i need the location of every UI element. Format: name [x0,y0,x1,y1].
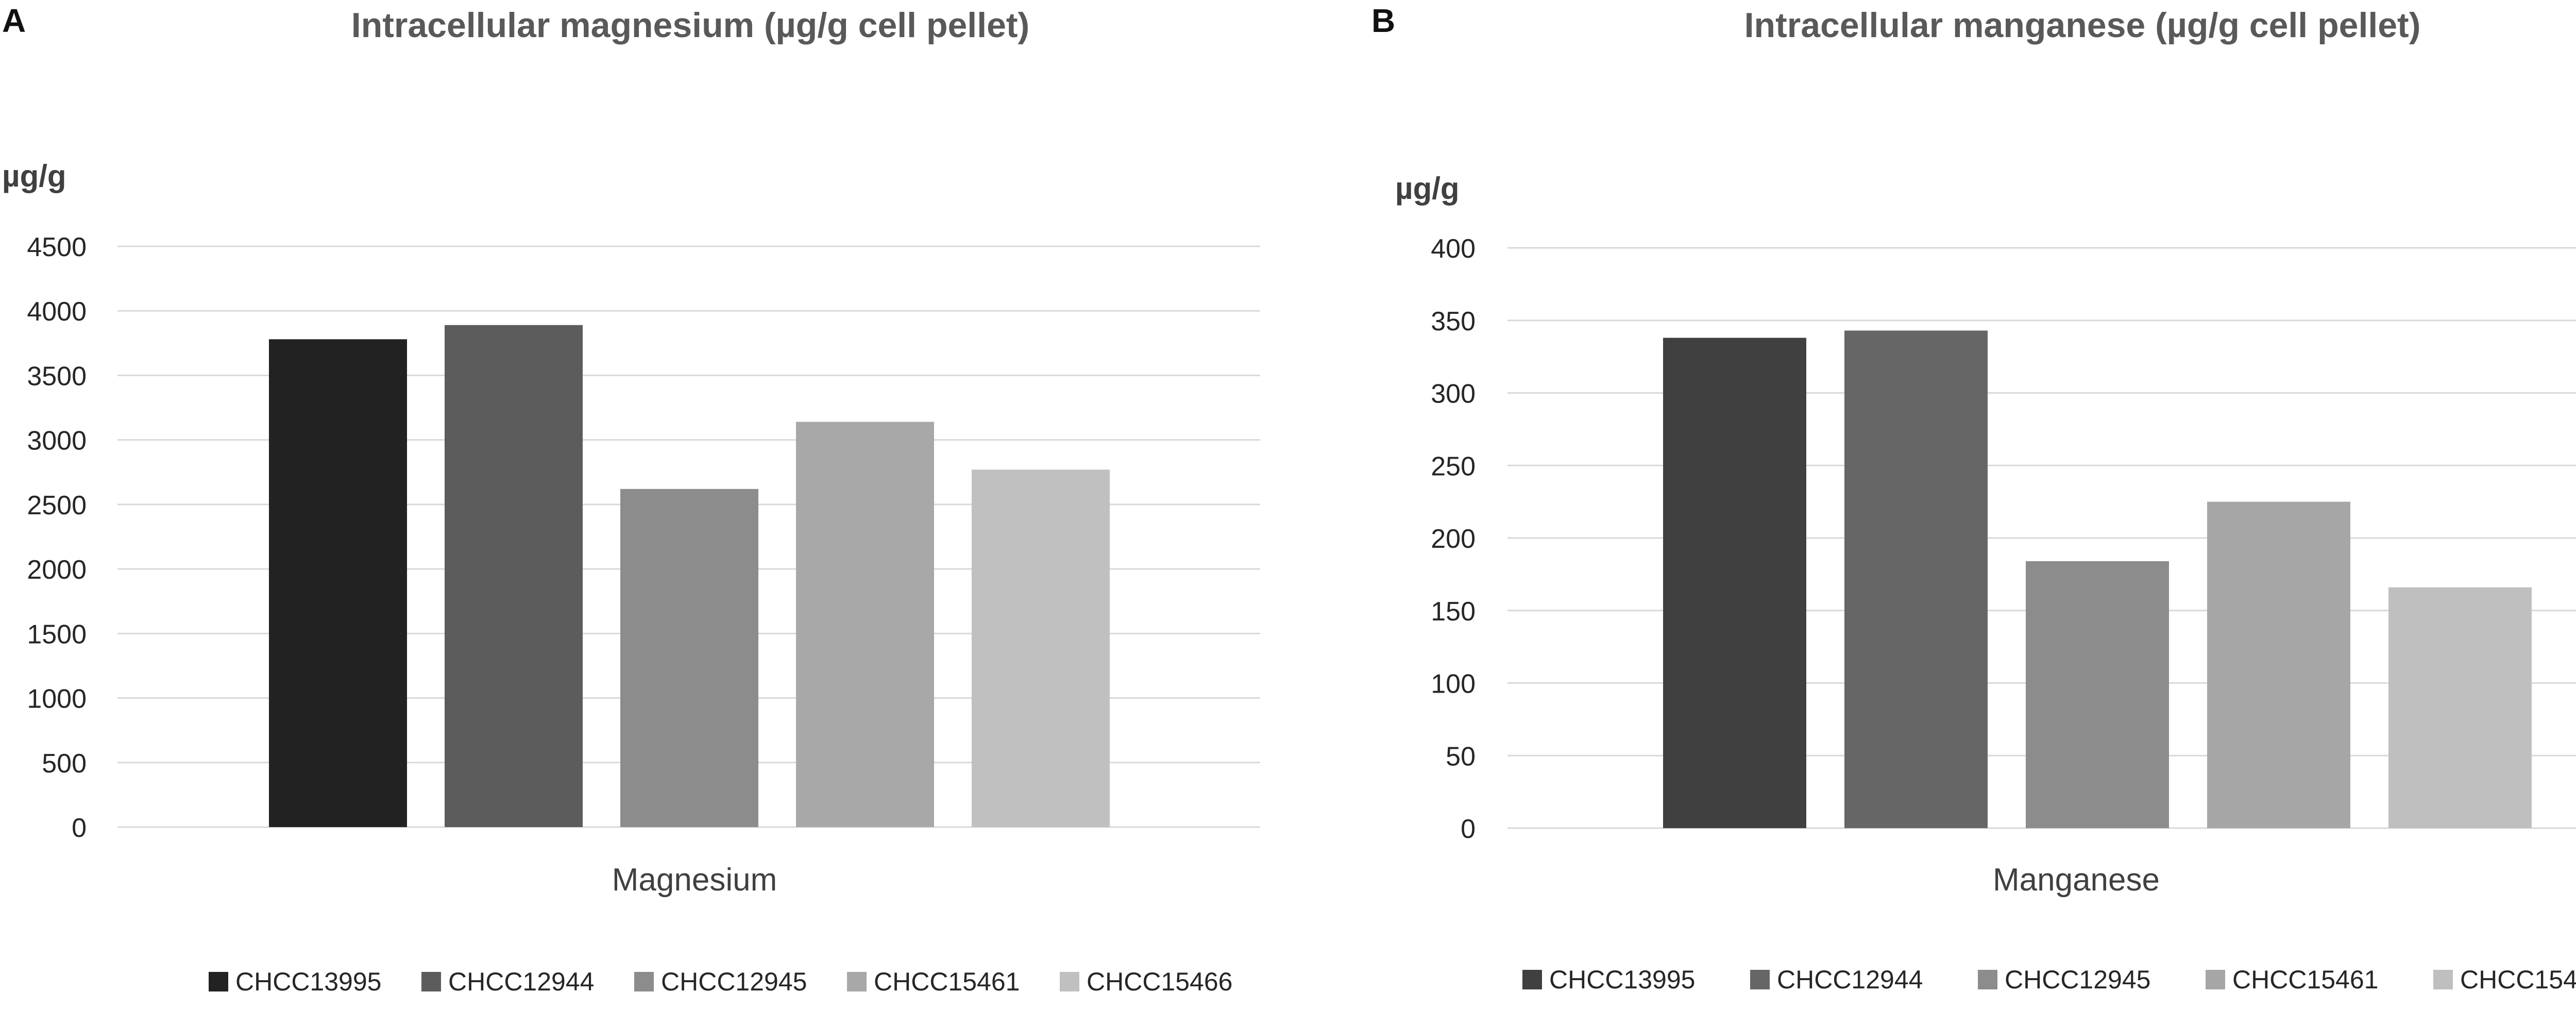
panel-a-legend-label-chcc15461: CHCC15461 [874,967,1020,996]
panel-b-y-tick-label: 250 [1431,451,1476,481]
panel-b-legend-swatch-chcc13995 [1522,970,1542,989]
panel-b-title: Intracellular manganese (µg/g cell pelle… [1744,6,2421,45]
panel-a-y-tick-label: 2500 [27,491,87,520]
panel-a-y-tick-label: 0 [72,813,87,843]
panel-a-bar-chcc12945 [620,489,758,827]
panel-a-bar-chcc12944 [445,325,583,827]
panel-b-y-tick-label: 50 [1446,742,1476,771]
panel-b-legend-label-chcc12944: CHCC12944 [1777,965,1923,994]
panel-a-title: Intracellular magnesium (µg/g cell pelle… [351,6,1029,45]
panel-a-bar-chcc15461 [796,422,934,827]
panel-b-y-tick-label: 400 [1431,234,1476,264]
panel-b-category-label: Manganese [1993,862,2160,898]
panel-b-letter: B [1371,2,1395,39]
panel-a-legend-swatch-chcc15461 [847,972,867,991]
panel-a-legend-swatch-chcc12944 [421,972,441,991]
panel-a-bar-chcc13995 [269,339,407,827]
panel-b-legend-label-chcc12945: CHCC12945 [2005,965,2150,994]
panel-a-y-tick-label: 2000 [27,555,87,585]
panel-a-legend-label-chcc13995: CHCC13995 [235,967,381,996]
panel-b-legend-swatch-chcc15466 [2433,970,2453,989]
panel-b-legend-label-chcc15461: CHCC15461 [2232,965,2378,994]
panel-b-bar-chcc15466 [2388,587,2532,828]
panel-a-legend-swatch-chcc15466 [1060,972,1079,991]
panel-a-y-tick-label: 1000 [27,684,87,714]
panel-a-y-unit: µg/g [2,159,66,193]
panel-b-y-tick-label: 0 [1461,814,1476,844]
panel-b-bar-chcc15461 [2207,501,2350,828]
panel-b-legend-label-chcc13995: CHCC13995 [1549,965,1695,994]
panel-a-y-tick-label: 4500 [27,232,87,262]
panel-a-legend-label-chcc15466: CHCC15466 [1087,967,1232,996]
panel-b-bar-chcc13995 [1663,338,1806,828]
panel-b-y-tick-label: 150 [1431,597,1476,627]
panel-b-legend-swatch-chcc12945 [1978,970,1997,989]
panel-a-legend-label-chcc12945: CHCC12945 [661,967,807,996]
panel-a-letter: A [2,2,26,39]
panel-a-y-tick-label: 500 [42,749,87,779]
panel-a-y-tick-label: 3000 [27,426,87,456]
panel-b-y-tick-label: 200 [1431,524,1476,554]
panel-b-legend-swatch-chcc15461 [2206,970,2225,989]
panel-a-legend-swatch-chcc12945 [634,972,654,991]
panel-a-y-tick-label: 4000 [27,297,87,327]
panel-b-y-unit: µg/g [1395,171,1460,206]
panel-b-y-tick-label: 100 [1431,669,1476,699]
panel-b-bar-chcc12944 [1844,330,1988,828]
panel-a-legend-label-chcc12944: CHCC12944 [448,967,594,996]
panel-b-y-tick-label: 350 [1431,307,1476,337]
panel-b-legend-label-chcc15466: CHCC15466 [2460,965,2576,994]
panel-a-legend-swatch-chcc13995 [209,972,228,991]
panel-a-y-tick-label: 3500 [27,361,87,391]
panel-a-plot: 0 500 1000 1500 2000 2500 3000 3500 4000 4500 CHCC… [27,232,1260,996]
panel-a-bar-chcc15466 [972,469,1110,827]
panel-b-bar-chcc12945 [2026,561,2169,828]
panel-a-y-tick-label: 1500 [27,619,87,649]
panel-b-plot: 0 50 100 150 200 250 300 350 400 CHCC13995 CHCC129… [1431,234,2576,994]
panel-a-category-label: Magnesium [612,862,777,898]
panel-b-y-tick-label: 300 [1431,379,1476,409]
panel-b-legend-swatch-chcc12944 [1750,970,1770,989]
